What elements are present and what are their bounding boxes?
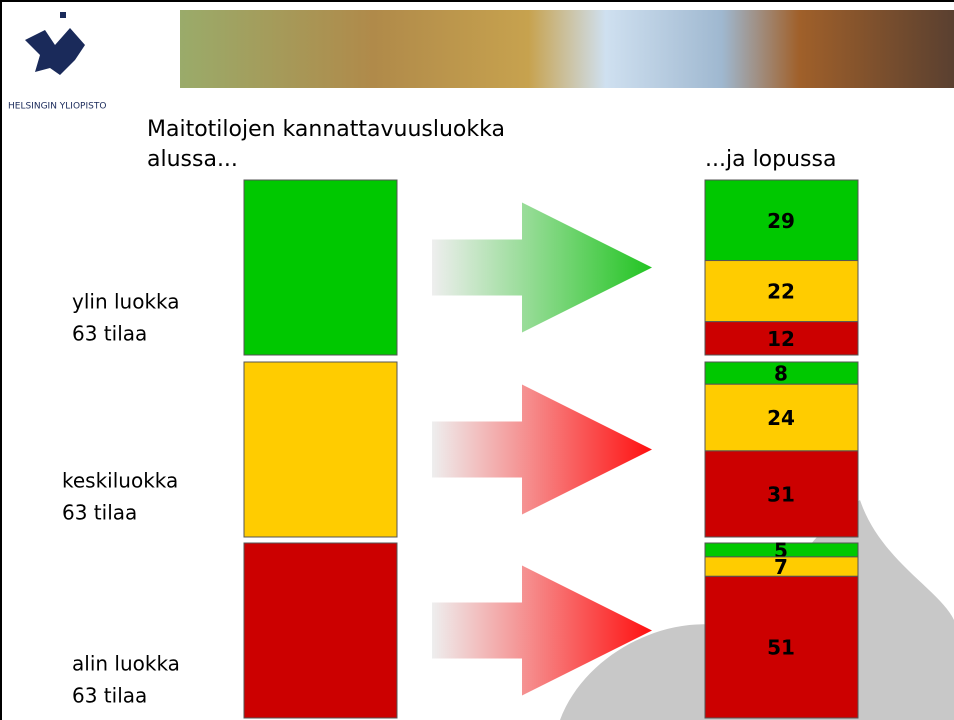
logo: [25, 12, 85, 75]
arrow: [432, 202, 652, 333]
segment-value: 8: [774, 362, 788, 386]
start-bar: [243, 542, 398, 719]
arrow: [432, 565, 652, 696]
group-label: 63 tilaa: [72, 684, 147, 708]
group-label: ylin luokka: [72, 290, 180, 314]
segment-value: 22: [767, 280, 795, 304]
university-name: HELSINGIN YLIOPISTO: [8, 102, 106, 112]
segment-value: 24: [767, 406, 795, 430]
arrow: [432, 384, 652, 515]
end-segment: [704, 179, 859, 262]
end-label: ...ja lopussa: [705, 147, 836, 172]
start-bar: [243, 361, 398, 538]
group-label: alin luokka: [72, 652, 180, 676]
segment-value: 12: [767, 327, 795, 351]
segment-value: 51: [767, 636, 795, 660]
group-label: 63 tilaa: [72, 322, 147, 346]
end-segment: [704, 321, 859, 356]
end-segment: [704, 450, 859, 538]
title-line: Maitotilojen kannattavuusluokka: [147, 117, 505, 142]
start-bar: [243, 179, 398, 356]
header-image: [180, 10, 954, 88]
segment-value: 7: [774, 555, 788, 579]
end-segment: [704, 260, 859, 323]
group-label: 63 tilaa: [62, 501, 137, 525]
segment-value: 31: [767, 482, 795, 506]
end-segment: [704, 383, 859, 452]
title-line: alussa...: [147, 147, 238, 172]
end-segment: [704, 575, 859, 719]
group-label: keskiluokka: [62, 469, 178, 493]
segment-value: 29: [767, 209, 795, 233]
